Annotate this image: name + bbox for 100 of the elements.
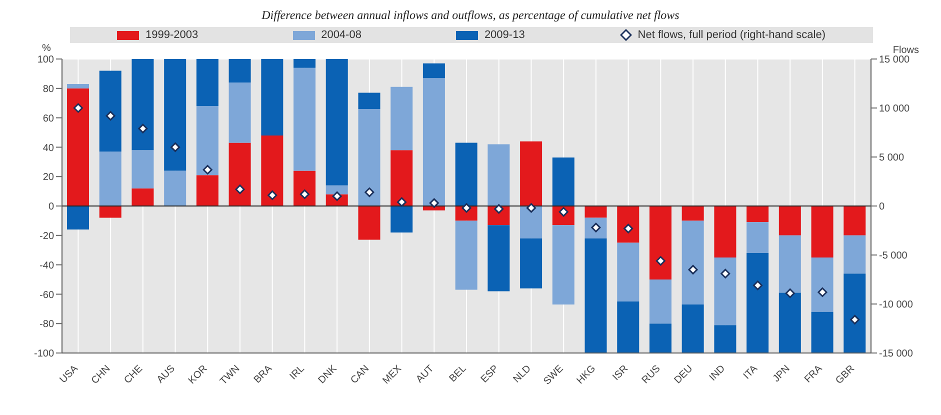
legend-label: Net flows, full period (right-hand scale) [636,29,826,41]
point [526,203,536,213]
bar [552,225,574,304]
x-tick-label: FRA [802,363,825,386]
point [785,288,795,298]
point [429,198,439,208]
y-tick-label: 60 [42,113,54,124]
bar [326,59,348,186]
bar [714,325,736,353]
bar [520,238,542,288]
y-tick-label: 40 [42,142,54,154]
bar [844,206,866,236]
x-tick-label: ISR [610,363,630,383]
y-tick-label: 100 [37,54,54,66]
bar [778,206,801,236]
bar [67,88,89,206]
y2-tick-label: -5 000 [879,250,908,262]
bar [390,86,413,150]
bar [294,59,316,68]
y-tick-label: 80 [42,84,54,95]
bar [99,206,122,218]
bar [778,235,801,293]
y-tick-label: 20 [42,172,54,184]
point [688,264,698,274]
point [138,124,148,134]
bar [455,220,478,290]
bar [682,220,704,304]
bar [682,206,704,221]
y2-tick-label: 0 [879,202,885,213]
bar [228,82,251,143]
bar [358,108,380,206]
point [720,268,730,278]
y-tick-label: -80 [40,319,54,330]
x-tick-label: IRL [288,363,308,382]
point [752,280,762,290]
point [850,314,860,324]
point [235,184,245,194]
bar [552,157,574,206]
point [202,164,212,174]
point [73,103,83,113]
bar [132,59,154,150]
point [106,111,116,121]
bar [714,206,736,258]
bar [67,206,89,230]
bar [422,78,445,206]
y-tick-label: -20 [40,230,54,242]
legend-label: 2004-08 [320,29,362,41]
bar [228,59,251,83]
bar [488,144,510,206]
y-tick-label: -60 [40,290,54,301]
bar [844,235,866,274]
y-axis-title: % [42,43,51,54]
bar [617,242,640,302]
bar [682,304,704,353]
x-tick-label: IND [708,363,728,384]
y2-axis-title: Flows [892,45,919,56]
bar [261,135,284,206]
chart-title: Difference between annual inflows and outflows, as percentage of cumulative net flows [260,8,680,23]
bar [390,206,413,232]
bar [844,274,866,353]
bar [649,280,672,324]
point [397,197,407,207]
bar [811,257,834,312]
legend-label: 1999-2003 [144,29,198,41]
bar [778,292,801,353]
bar [164,170,186,206]
bar [649,324,672,353]
bar [132,188,154,206]
y2-tick-label: 10 000 [879,104,910,115]
y2-tick-label: -15 000 [879,348,914,360]
bar [358,206,380,240]
point [656,256,666,266]
bar [294,68,316,171]
bar [617,302,640,353]
y2-tick-label: -10 000 [879,300,914,311]
point [818,287,828,297]
y-tick-label: 0 [48,202,54,213]
bar [520,206,542,238]
bar [294,170,316,206]
bar [99,152,122,206]
x-tick-label: NLD [511,363,534,386]
bar [584,238,607,353]
x-tick-label: ITA [742,363,760,382]
bar [196,106,218,176]
bar [326,185,348,194]
bar [132,150,154,188]
bar [261,59,284,136]
bar [67,84,89,88]
bar [714,257,736,326]
bar [811,312,834,353]
point [494,204,504,214]
bar [811,206,834,258]
point [170,142,180,152]
bar [164,59,186,171]
bar [746,253,769,353]
point [300,189,310,199]
point [462,203,472,213]
bar [390,150,413,206]
legend-label: 2009-13 [483,29,525,41]
y2-tick-label: 15 000 [879,54,910,66]
